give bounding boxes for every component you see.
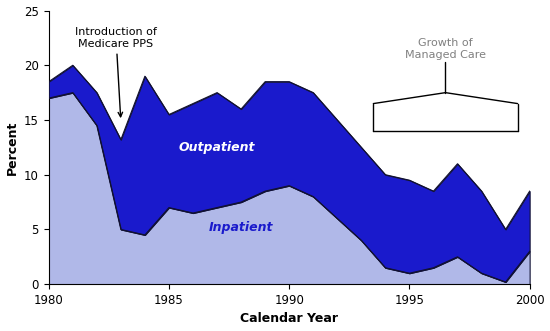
X-axis label: Calendar Year: Calendar Year <box>240 312 338 325</box>
Text: Introduction of
Medicare PPS: Introduction of Medicare PPS <box>75 27 157 117</box>
Y-axis label: Percent: Percent <box>6 120 19 174</box>
Text: Growth of
Managed Care: Growth of Managed Care <box>405 38 486 60</box>
Text: Outpatient: Outpatient <box>179 141 255 154</box>
Text: Inpatient: Inpatient <box>209 221 273 234</box>
